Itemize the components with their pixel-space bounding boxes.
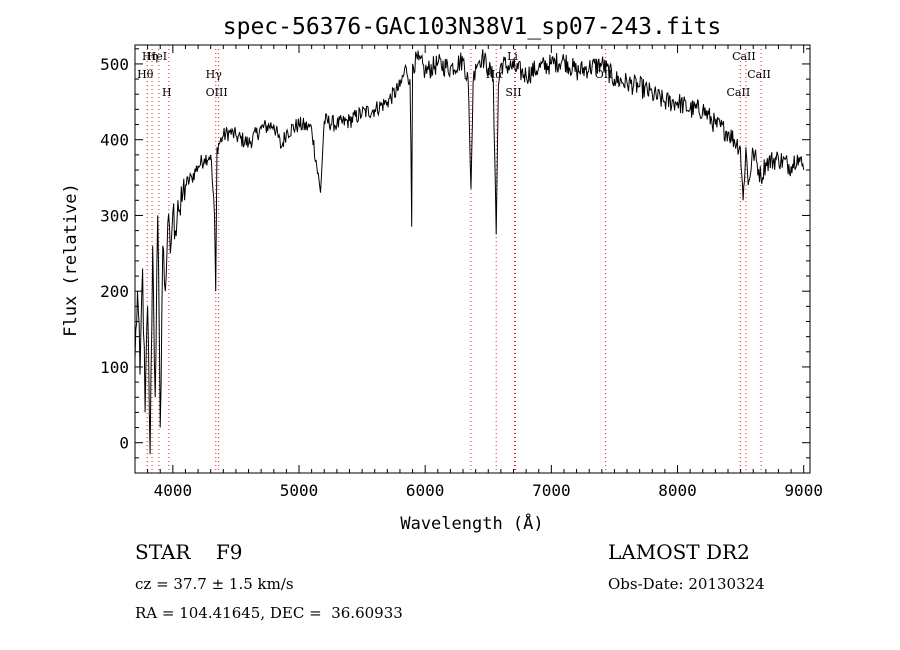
line-marker-label: Hγ xyxy=(206,68,223,81)
x-tick-label: 7000 xyxy=(532,481,571,500)
line-marker-label: HeI xyxy=(147,50,167,63)
line-marker-label: SII xyxy=(505,86,521,99)
flux-line xyxy=(134,49,805,455)
x-tick-label: 8000 xyxy=(658,481,697,500)
x-tick-label: 5000 xyxy=(280,481,319,500)
flux-series xyxy=(134,49,805,455)
redshift-velocity: cz = 37.7 ± 1.5 km/s xyxy=(135,575,294,593)
x-tick-label: 6000 xyxy=(406,481,445,500)
plot-frame xyxy=(134,44,811,474)
line-marker-label: CaII xyxy=(727,86,751,99)
line-marker-label: Li xyxy=(507,50,518,63)
y-tick-label: 0 xyxy=(119,434,129,453)
line-marker-label: CaII xyxy=(747,68,771,81)
line-marker-label: OIII xyxy=(206,86,228,99)
y-tick-label: 400 xyxy=(100,131,129,150)
y-axis-label: Flux (relative) xyxy=(61,183,81,337)
survey-name: LAMOST DR2 xyxy=(608,540,750,564)
line-marker-label: H xyxy=(162,86,172,99)
observation-date: Obs-Date: 20130324 xyxy=(608,575,765,593)
line-marker-label: Hη xyxy=(142,50,158,63)
chart-title: spec-56376-GAC103N38V1_sp07-243.fits xyxy=(223,14,722,40)
axis-ticks: 4000 5000 6000 7000 8000 9000 0 100 200 300 400 500 xyxy=(100,45,823,500)
y-tick-label: 300 xyxy=(100,206,129,225)
line-marker-label: CaII xyxy=(732,50,756,63)
line-marker-label: Hθ xyxy=(137,68,154,81)
object-class: STAR F9 xyxy=(135,540,243,564)
x-tick-label: 4000 xyxy=(154,481,193,500)
plot-frame-rect xyxy=(134,44,811,474)
x-tick-label: 9000 xyxy=(784,481,823,500)
y-tick-label: 200 xyxy=(100,282,129,301)
x-axis-label: Wavelength (Å) xyxy=(400,512,543,534)
y-tick-label: 100 xyxy=(100,358,129,377)
coordinates: RA = 104.41645, DEC = 36.60933 xyxy=(135,604,403,622)
y-tick-label: 500 xyxy=(100,55,129,74)
